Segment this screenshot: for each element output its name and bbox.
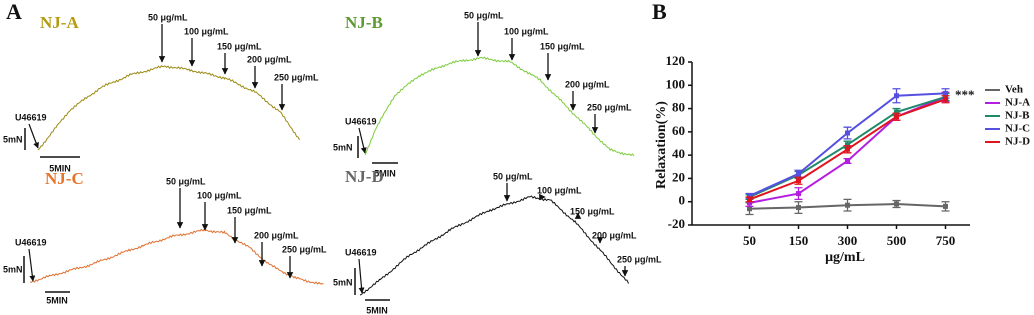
dose-label: 100 μg/mL (537, 185, 582, 195)
force-label: 5mN (3, 134, 23, 144)
trace-title: NJ-B (345, 13, 383, 32)
stimulus-label: U46619 (345, 116, 377, 126)
dose-label: 250 μg/mL (617, 254, 662, 264)
marker (845, 158, 850, 164)
stimulus-arrow (28, 123, 39, 149)
marker (845, 202, 850, 208)
marker (796, 171, 801, 177)
dose-label: 50 μg/mL (166, 176, 206, 186)
trace-title: NJ-A (40, 13, 79, 32)
panel-label: A (6, 0, 22, 24)
x-tick-label: 500 (887, 233, 907, 248)
time-label: 5MIN (366, 305, 388, 315)
stimulus-label: U46619 (345, 247, 377, 257)
marker (845, 146, 850, 152)
dose-label: 100 μg/mL (504, 26, 549, 36)
marker (796, 191, 801, 197)
stimulus-arrow (358, 258, 365, 294)
y-tick-label: 40 (672, 146, 685, 161)
y-axis-title: Relaxation(%) (654, 101, 669, 189)
force-label: 5mN (333, 277, 353, 287)
dose-label: 150 μg/mL (540, 41, 585, 51)
legend-label: NJ-C (1005, 123, 1030, 135)
time-label: 5MIN (374, 168, 396, 178)
marker (845, 142, 850, 148)
dose-label: 50 μg/mL (464, 10, 504, 20)
dose-label: 150 μg/mL (217, 41, 262, 51)
marker (943, 203, 948, 209)
marker (747, 196, 752, 202)
marker (796, 205, 801, 211)
dose-label: 200 μg/mL (592, 230, 637, 240)
stimulus-label: U46619 (15, 112, 47, 122)
x-tick-label: 150 (789, 233, 809, 248)
marker (894, 109, 899, 115)
dose-label: 200 μg/mL (247, 54, 292, 64)
y-tick-label: 20 (672, 169, 685, 184)
force-label: 5mN (333, 142, 353, 152)
marker (894, 93, 899, 99)
legend-label: NJ-D (1005, 136, 1030, 148)
time-label: 5MIN (46, 295, 68, 305)
y-tick-label: 100 (666, 76, 686, 91)
annotation: *** (955, 87, 975, 102)
trace-line (359, 195, 629, 296)
stimulus-arrow (358, 127, 367, 154)
marker (894, 201, 899, 207)
x-tick-label: 750 (936, 233, 956, 248)
marker (894, 114, 899, 120)
trace-title: NJ-D (345, 167, 384, 186)
dose-label: 200 μg/mL (254, 230, 299, 240)
dose-label: 100 μg/mL (184, 26, 229, 36)
dose-label: 200 μg/mL (565, 79, 610, 89)
dose-label: 250 μg/mL (282, 244, 327, 254)
dose-label: 150 μg/mL (570, 206, 615, 216)
trace-line (37, 65, 300, 151)
x-tick-label: 50 (743, 233, 756, 248)
y-tick-label: 0 (679, 193, 686, 208)
trace-line (364, 56, 635, 157)
dose-label: 100 μg/mL (197, 190, 242, 200)
panel-label: B (652, 0, 667, 24)
trace-line (29, 227, 324, 285)
marker (943, 96, 948, 102)
marker (943, 90, 948, 96)
legend-label: Veh (1005, 84, 1023, 96)
x-tick-label: 300 (838, 233, 858, 248)
marker (747, 206, 752, 212)
marker (796, 178, 801, 184)
time-label: 5MIN (49, 163, 71, 173)
marker (845, 130, 850, 136)
y-tick-label: 120 (666, 53, 686, 68)
legend-label: NJ-A (1005, 97, 1030, 109)
legend-label: NJ-B (1005, 110, 1030, 122)
dose-label: 50 μg/mL (148, 12, 188, 22)
y-tick-label: 60 (672, 123, 685, 138)
marker (747, 193, 752, 199)
dose-label: 250 μg/mL (274, 72, 319, 82)
marker (747, 200, 752, 206)
y-tick-label: -20 (668, 216, 685, 231)
stimulus-label: U46619 (15, 237, 47, 247)
dose-label: 150 μg/mL (227, 205, 272, 215)
y-tick-label: 80 (672, 100, 685, 115)
force-label: 5mN (3, 264, 23, 274)
stimulus-arrow (28, 248, 36, 282)
dose-label: 50 μg/mL (493, 171, 533, 181)
dose-label: 250 μg/mL (587, 102, 632, 112)
trace-title: NJ-C (45, 169, 84, 188)
x-axis-title: μg/mL (825, 250, 865, 265)
